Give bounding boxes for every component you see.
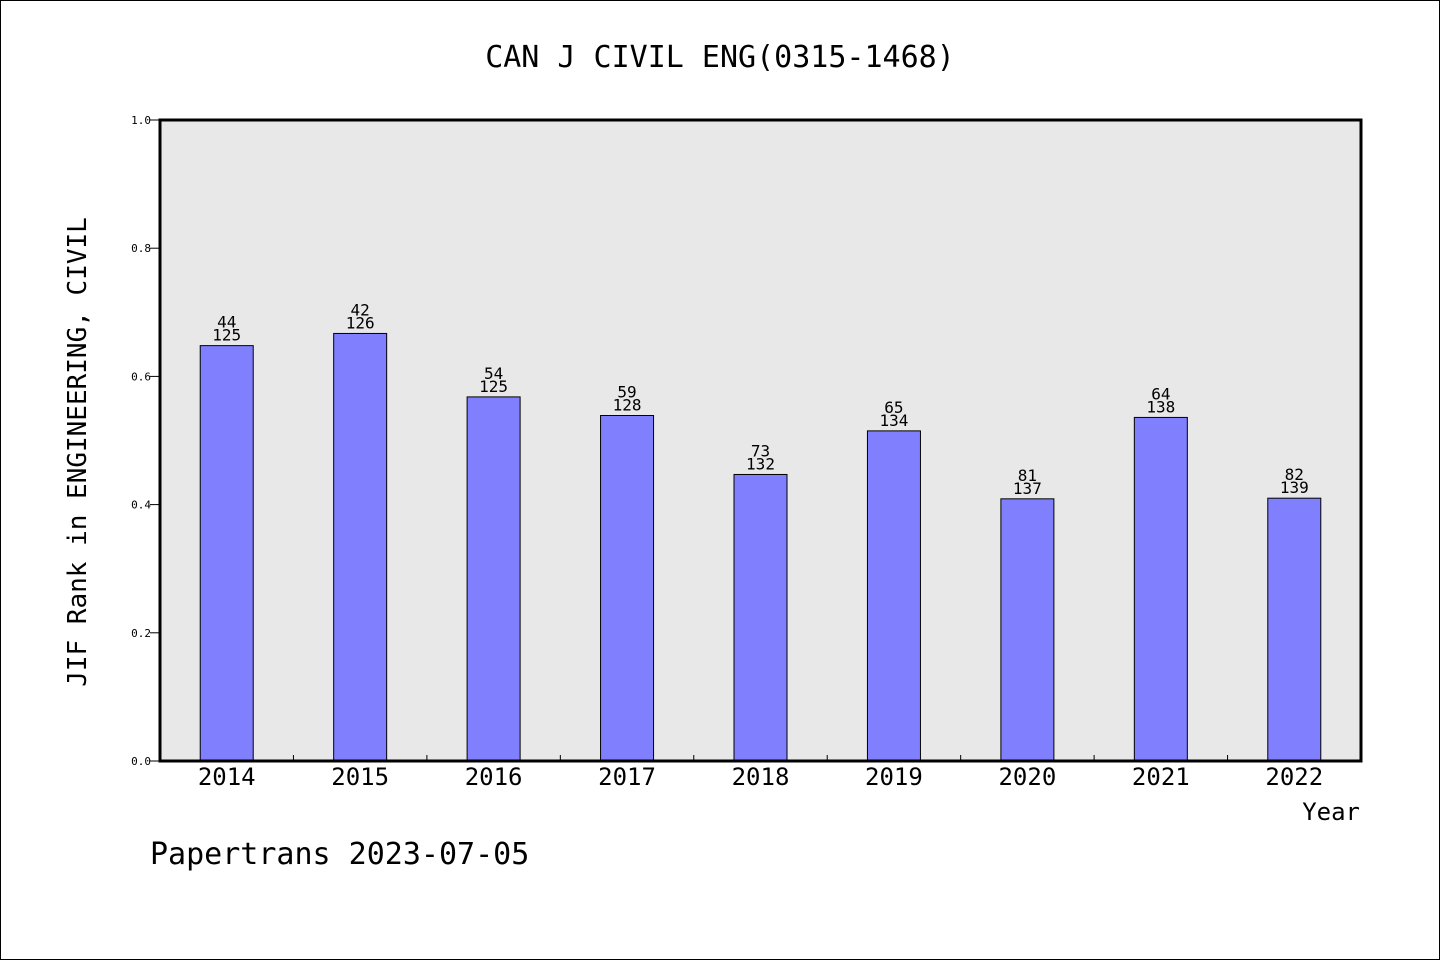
bar-2014 — [199, 345, 254, 762]
bar-2015 — [333, 332, 388, 762]
bar-2022 — [1267, 497, 1322, 762]
footer-text: Papertrans 2023-07-05 — [150, 837, 529, 872]
bar-rank-label: 65 — [884, 398, 903, 417]
plot-border — [158, 118, 1363, 763]
bar-2020 — [1000, 498, 1055, 762]
bar-2021 — [1133, 416, 1188, 762]
bar-rank-label: 81 — [1018, 466, 1037, 485]
x-axis-label: Year — [1302, 798, 1360, 826]
bar-rank-label: 82 — [1285, 465, 1304, 484]
bar-2018 — [733, 473, 788, 762]
bar-2017 — [600, 415, 655, 762]
bar-total-label: 126 — [346, 313, 375, 332]
bar-total-label: 137 — [1013, 479, 1042, 498]
chart-title: CAN J CIVIL ENG(0315-1468) — [485, 40, 955, 75]
bars-group — [199, 332, 1322, 762]
x-tick-label: 2016 — [465, 763, 523, 791]
bar-rank-label: 64 — [1151, 384, 1170, 403]
bar-rank-label: 54 — [484, 364, 503, 383]
bar-rank-label: 44 — [217, 313, 236, 332]
x-tick-label: 2014 — [198, 763, 256, 791]
bar-2019 — [866, 430, 921, 762]
y-tick-label: 0.8 — [131, 242, 151, 255]
bar-total-label: 138 — [1146, 397, 1175, 416]
bar-rank-label: 73 — [751, 441, 770, 460]
y-ticks-group: 0.0 0.2 0.4 0.6 0.8 1.0 — [131, 114, 160, 768]
x-tick-label: 2021 — [1132, 763, 1190, 791]
bar-total-label: 134 — [879, 411, 908, 430]
x-tick-label: 2020 — [998, 763, 1056, 791]
x-tick-label: 2018 — [732, 763, 790, 791]
bar-2016 — [466, 396, 521, 762]
bar-total-label: 139 — [1280, 478, 1309, 497]
bar-total-label: 128 — [613, 396, 642, 415]
y-tick-label: 0.4 — [131, 499, 151, 512]
y-tick-label: 1.0 — [131, 114, 151, 127]
x-ticks-group: 2014 2015 2016 2017 2018 2019 2020 2021 2022 — [198, 755, 1323, 791]
x-tick-label: 2017 — [598, 763, 656, 791]
y-tick-label: 0.2 — [131, 627, 151, 640]
bar-rank-label: 59 — [617, 383, 636, 402]
bar-total-label: 125 — [212, 326, 241, 345]
y-tick-label: 0.0 — [131, 755, 151, 768]
x-tick-label: 2022 — [1265, 763, 1323, 791]
bar-rank-label: 42 — [351, 300, 370, 319]
x-tick-label: 2015 — [331, 763, 389, 791]
bar-total-label: 132 — [746, 454, 775, 473]
y-tick-label: 0.6 — [131, 370, 151, 383]
bar-total-label: 125 — [479, 377, 508, 396]
x-tick-label: 2019 — [865, 763, 923, 791]
y-axis-label: JIF Rank in ENGINEERING, CIVIL — [63, 217, 93, 687]
